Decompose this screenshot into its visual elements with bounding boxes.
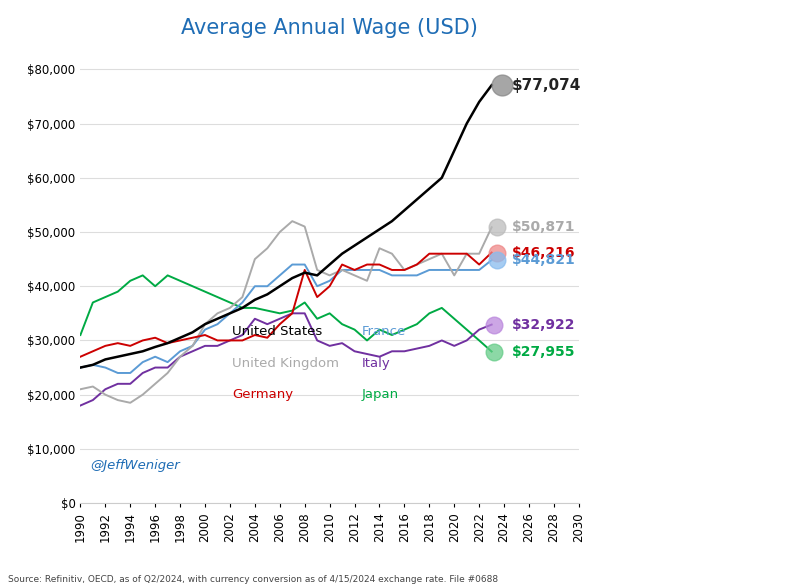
Text: Japan: Japan — [361, 388, 398, 401]
Text: Average Annual Wage (USD): Average Annual Wage (USD) — [181, 19, 478, 39]
Text: $46,216: $46,216 — [511, 246, 574, 260]
Text: $32,922: $32,922 — [511, 318, 574, 332]
Text: Italy: Italy — [361, 356, 390, 370]
Text: Germany: Germany — [232, 388, 293, 401]
Text: United States: United States — [232, 325, 322, 339]
Text: @JeffWeniger: @JeffWeniger — [90, 459, 180, 472]
Text: $50,871: $50,871 — [511, 221, 574, 234]
Text: United Kingdom: United Kingdom — [232, 356, 339, 370]
Text: France: France — [361, 325, 406, 339]
Text: $77,074: $77,074 — [511, 78, 581, 92]
Text: $44,821: $44,821 — [511, 253, 575, 267]
Text: Source: Refinitiv, OECD, as of Q2/2024, with currency conversion as of 4/15/2024: Source: Refinitiv, OECD, as of Q2/2024, … — [8, 575, 498, 584]
Text: $27,955: $27,955 — [511, 345, 574, 359]
